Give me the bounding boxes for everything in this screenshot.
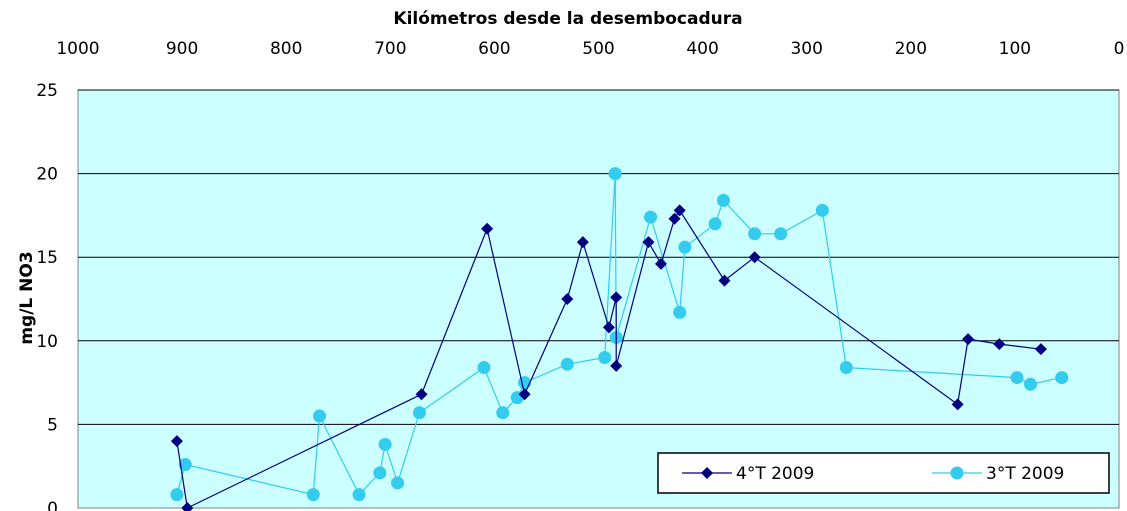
data-point-circle [673, 305, 687, 319]
y-tick-label: 10 [36, 332, 58, 352]
y-tick-label: 15 [36, 248, 58, 268]
data-point-diamond [1034, 343, 1047, 356]
data-point-circle [839, 361, 853, 375]
x-tick-label: 900 [166, 39, 198, 59]
x-tick-label: 200 [895, 39, 927, 59]
data-point-circle [170, 488, 184, 502]
data-point-circle [774, 227, 788, 241]
data-point-circle [496, 406, 510, 420]
data-point-circle [716, 193, 730, 207]
data-point-circle [178, 458, 192, 472]
data-point-diamond [748, 251, 761, 264]
legend: 4°T 2009 3°T 2009 [657, 452, 1110, 494]
legend-box [657, 452, 1110, 494]
data-point-circle [313, 409, 327, 423]
data-point-circle [678, 240, 692, 254]
legend-label-3t: 3°T 2009 [986, 464, 1064, 484]
data-point-diamond [993, 338, 1006, 351]
series-3t-2009 [170, 167, 1069, 502]
x-tick-label: 700 [374, 39, 406, 59]
data-point-diamond [610, 291, 623, 304]
x-tick-label: 500 [582, 39, 614, 59]
plot-area [77, 89, 1120, 509]
data-point-diamond [610, 359, 623, 372]
series-layer [170, 167, 1069, 511]
series-4t-2009 [170, 204, 1047, 511]
data-point-circle [391, 476, 405, 490]
legend-marker-circle [950, 466, 964, 480]
data-point-diamond [415, 388, 428, 401]
x-axis-title: Kilómetros desde la desembocadura [393, 9, 742, 29]
x-tick-label: 300 [790, 39, 822, 59]
x-tick-label: 100 [999, 39, 1031, 59]
data-point-circle [748, 227, 762, 241]
data-point-diamond [642, 236, 655, 249]
data-point-circle [412, 406, 426, 420]
x-tick-label: 1000 [56, 39, 99, 59]
data-point-circle [1055, 371, 1069, 385]
data-point-diamond [654, 257, 667, 270]
data-point-diamond [181, 502, 194, 511]
x-tick-labels: 1000 900 800 700 600 500 400 300 200 100 0 [56, 39, 1124, 59]
x-tick-label: 600 [478, 39, 510, 59]
y-tick-label: 0 [47, 499, 58, 511]
x-tick-label: 0 [1114, 39, 1125, 59]
data-point-diamond [481, 222, 494, 235]
data-point-circle [560, 357, 574, 371]
data-point-diamond [951, 398, 964, 411]
y-tick-label: 5 [47, 415, 58, 435]
data-point-diamond [170, 435, 183, 448]
data-point-diamond [576, 236, 589, 249]
data-point-circle [708, 217, 722, 231]
data-point-circle [608, 167, 622, 181]
data-point-circle [815, 203, 829, 217]
y-tick-label: 20 [36, 165, 58, 185]
legend-marker-diamond [701, 467, 713, 479]
legend-label-4t: 4°T 2009 [736, 464, 814, 484]
data-point-diamond [962, 333, 975, 346]
data-point-diamond [668, 212, 681, 225]
data-point-circle [644, 210, 658, 224]
data-point-circle [598, 351, 612, 365]
data-point-diamond [561, 293, 574, 305]
y-tick-label: 25 [36, 81, 58, 101]
y-axis-title: mg/L NO3 [17, 251, 37, 344]
data-point-circle [352, 488, 366, 502]
series-line [176, 209, 1041, 509]
data-point-circle [378, 437, 392, 451]
data-point-diamond [602, 321, 615, 334]
x-tick-label: 400 [686, 39, 718, 59]
data-point-circle [373, 466, 387, 480]
gridlines [78, 89, 1119, 425]
data-point-circle [306, 488, 320, 502]
data-point-circle [477, 361, 491, 375]
data-point-circle [1010, 371, 1024, 385]
data-point-diamond [673, 204, 686, 217]
data-point-circle [518, 376, 532, 390]
y-tick-labels: 0 5 10 15 20 25 [36, 81, 58, 511]
data-point-circle [1024, 377, 1038, 391]
data-point-diamond [718, 274, 731, 287]
x-tick-label: 800 [270, 39, 302, 59]
data-point-diamond [518, 388, 531, 401]
